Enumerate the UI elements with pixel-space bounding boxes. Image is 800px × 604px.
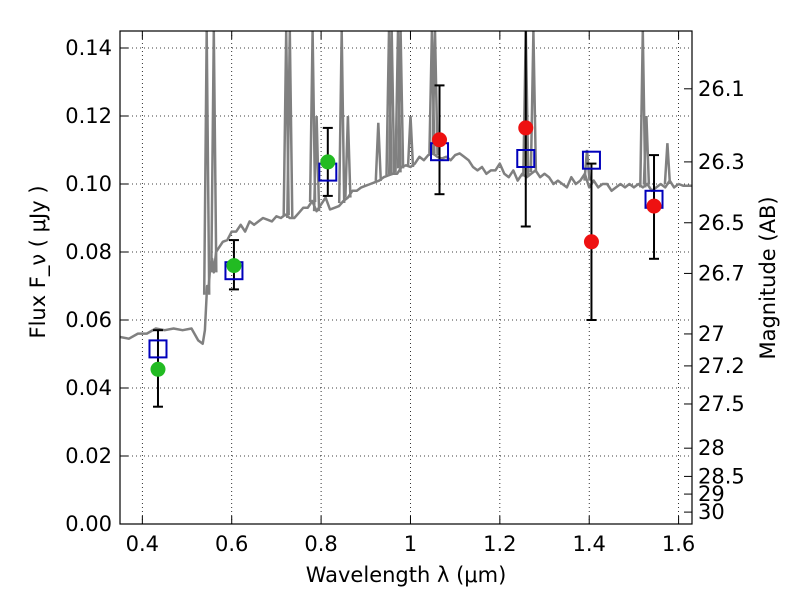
emission-line-spike bbox=[210, 31, 218, 273]
observed-flux-green-point bbox=[226, 258, 242, 274]
y-tick-label: 0.06 bbox=[65, 308, 112, 332]
right-tick-label: 28 bbox=[698, 436, 725, 460]
x-tick-label: 0.4 bbox=[126, 532, 159, 556]
model-flux-square bbox=[148, 339, 168, 359]
y-tick-label: 0.02 bbox=[65, 444, 112, 468]
emission-line-spike bbox=[663, 143, 672, 185]
right-tick-label: 26.3 bbox=[698, 150, 745, 174]
emission-line-spike bbox=[642, 115, 651, 185]
y-tick-label: 0.00 bbox=[65, 512, 112, 536]
x-tick-label: 0.6 bbox=[215, 532, 248, 556]
y-axis-label: Flux F_ν ( μJy ) bbox=[26, 185, 51, 338]
emission-line-spike bbox=[312, 115, 321, 212]
emission-line-spike bbox=[344, 115, 352, 198]
y-tick-label: 0.04 bbox=[65, 376, 112, 400]
y-tick-label: 0.10 bbox=[65, 172, 112, 196]
emission-line-spike bbox=[337, 31, 346, 204]
x-tick-label: 1.4 bbox=[573, 532, 606, 556]
emission-line-spike bbox=[396, 31, 405, 169]
right-tick-label: 26.1 bbox=[698, 77, 745, 101]
emission-line-spike bbox=[374, 122, 383, 181]
x-tick-label: 1.2 bbox=[483, 532, 516, 556]
observed-flux-red-point bbox=[518, 120, 534, 136]
right-axis-label: Magnitude (AB) bbox=[756, 196, 780, 359]
y-tick-label: 0.08 bbox=[65, 240, 112, 264]
observed-flux-red-point bbox=[583, 234, 599, 250]
y-tick-label: 0.12 bbox=[65, 104, 112, 128]
model-sed-line bbox=[120, 152, 692, 346]
right-tick-label: 26.7 bbox=[698, 261, 745, 285]
model-flux-square bbox=[516, 149, 536, 168]
emission-line-spike bbox=[308, 31, 317, 203]
emission-line-spike bbox=[406, 115, 415, 168]
axes-layer: 0.4 0.6 0.8 1 1.2 1.4 1.6 0.00 0.02 0.04 0.06 0.08 0… bbox=[65, 30, 745, 556]
right-tick-label: 29 bbox=[698, 482, 725, 506]
emission-line-spike bbox=[202, 31, 211, 295]
observed-flux-green-point bbox=[320, 154, 336, 170]
plot-layer bbox=[120, 31, 692, 408]
right-tick-label: 28.5 bbox=[698, 464, 745, 488]
x-tick-label: 1 bbox=[404, 532, 417, 556]
right-tick-label: 30 bbox=[698, 500, 725, 524]
observed-flux-green-point bbox=[150, 361, 166, 377]
right-tick-label: 26.5 bbox=[698, 211, 745, 235]
right-tick-label: 27 bbox=[698, 322, 725, 346]
right-tick-label: 27.2 bbox=[698, 354, 745, 378]
model-flux-square bbox=[581, 150, 601, 170]
y-tick-label: 0.14 bbox=[65, 36, 112, 60]
x-tick-label: 0.8 bbox=[304, 532, 337, 556]
observed-flux-red-point bbox=[646, 198, 662, 214]
x-tick-label: 1.6 bbox=[662, 532, 695, 556]
plot-frame bbox=[119, 30, 693, 525]
emission-line-spike bbox=[286, 31, 294, 219]
x-axis-label: Wavelength λ (μm) bbox=[306, 563, 507, 587]
emission-line-spike bbox=[431, 31, 439, 156]
observed-flux-red-point bbox=[432, 132, 448, 148]
emission-line-spike bbox=[387, 31, 396, 175]
right-tick-label: 27.5 bbox=[698, 392, 745, 416]
emission-line-spike bbox=[583, 149, 591, 181]
